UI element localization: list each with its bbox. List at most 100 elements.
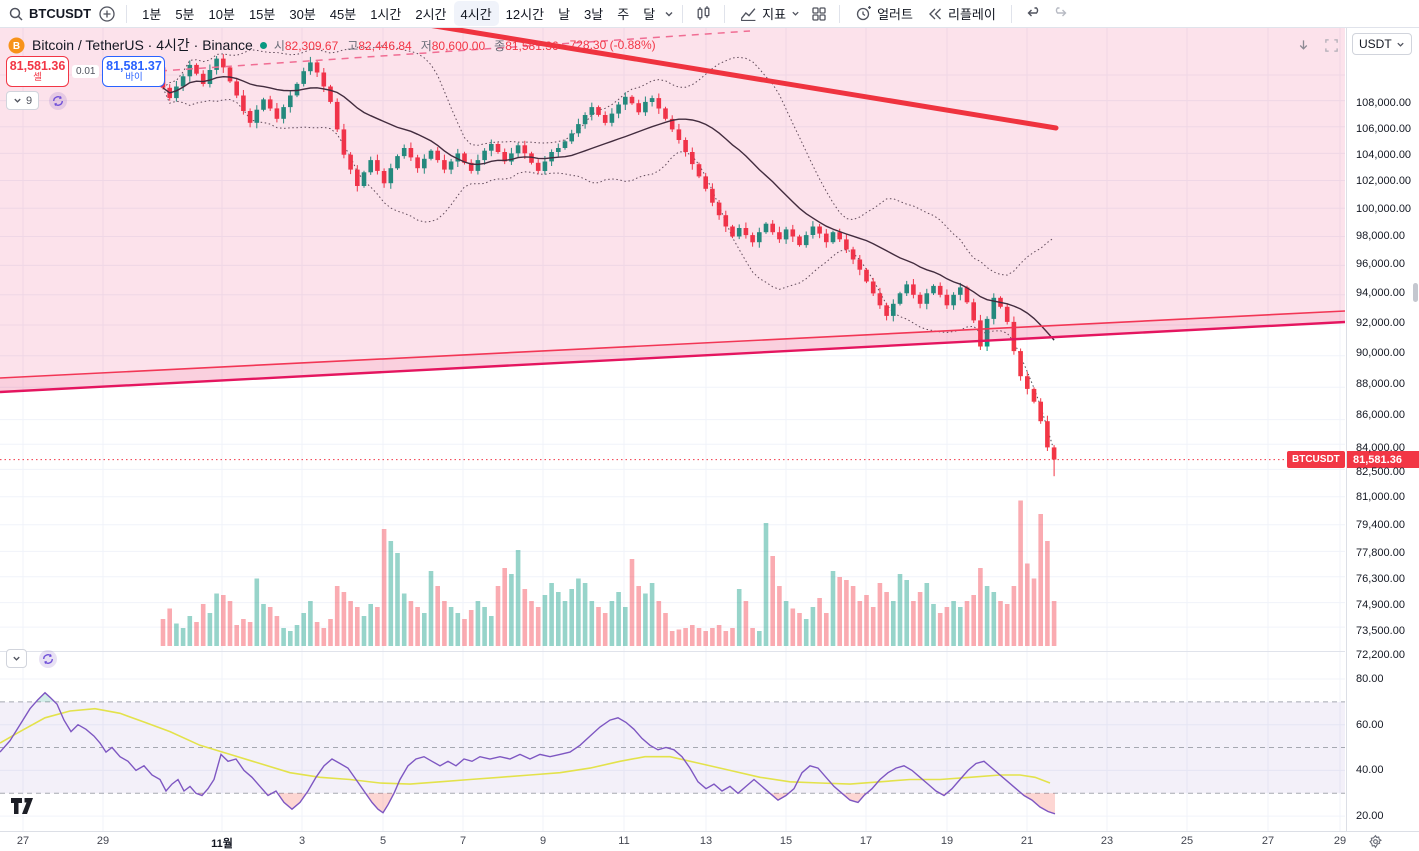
time-tick-label: 9	[539, 835, 547, 847]
time-tick-label: 11	[618, 835, 630, 847]
last-price-symbol-tag: BTCUSDT	[1287, 451, 1345, 469]
time-tick-label: 11월	[211, 838, 233, 850]
sync-icon[interactable]	[49, 91, 68, 110]
time-tick-label: 27	[16, 835, 30, 847]
chevron-down-icon	[1397, 42, 1404, 47]
bitcoin-logo-icon: B	[8, 37, 25, 54]
price-tick-label: 102,000.00	[1356, 175, 1412, 188]
last-price-badge: 81,581.36	[1347, 451, 1419, 469]
symbol-button[interactable]: BTCUSDT	[24, 3, 96, 24]
time-axis[interactable]: 27 29 11월 3 5 7 9 11 13 15 17 19 21 23 25 27 29	[0, 831, 1419, 851]
price-tick-label: 86,000.00	[1356, 409, 1405, 422]
interval-주[interactable]: 주	[610, 1, 636, 26]
price-tick-label: 94,000.00	[1356, 287, 1405, 300]
price-tick-label: 100,000.00	[1356, 202, 1412, 215]
add-symbol-icon[interactable]	[98, 5, 116, 23]
toolbar-divider	[839, 4, 841, 23]
trade-widget: 81,581.36 셀 0.01 81,581.37 바이	[6, 56, 166, 87]
replay-button[interactable]: 리플레이	[920, 1, 1003, 26]
time-tick-label: 3	[298, 835, 306, 847]
rsi-tick-label: 40.00	[1356, 764, 1384, 777]
main-pane-controls: 9	[6, 91, 68, 110]
interval-45분[interactable]: 45분	[323, 1, 363, 26]
redo-icon[interactable]	[1047, 3, 1074, 24]
buy-price: 81,581.37	[106, 58, 162, 73]
sell-label: 셀	[33, 72, 42, 84]
alert-label: 얼러트	[877, 7, 913, 22]
price-tick-label: 104,000.00	[1356, 148, 1412, 161]
symbol-header[interactable]: B Bitcoin / TetherUS · 4시간 · Binance 시82…	[8, 35, 656, 55]
price-tick-label: 73,500.00	[1356, 624, 1405, 637]
layout-grid-icon[interactable]	[807, 3, 831, 25]
interval-30분[interactable]: 30분	[282, 1, 322, 26]
chart-settings-gear-icon[interactable]	[1368, 834, 1383, 851]
interval-15분[interactable]: 15분	[242, 1, 282, 26]
chevron-down-icon	[13, 656, 20, 661]
interval-2시간[interactable]: 2시간	[408, 1, 453, 26]
price-scrollbar-thumb[interactable]	[1413, 283, 1418, 302]
interval-dropdown-chevron-icon[interactable]	[664, 9, 674, 19]
scroll-to-recent-icon[interactable]	[1292, 34, 1314, 56]
interval-달[interactable]: 달	[636, 1, 662, 26]
top-toolbar: BTCUSDT 1분 5분 10분 15분 30분 45분 1시간 2시간 4시간 12시간 날 3날…	[0, 0, 1419, 28]
time-tick-label: 27	[1261, 835, 1275, 847]
interval-3날[interactable]: 3날	[577, 1, 610, 26]
rsi-tick-label: 80.00	[1356, 673, 1384, 685]
corner-icons	[1292, 34, 1342, 56]
buy-button[interactable]: 81,581.37 바이	[102, 56, 166, 87]
symbol-title[interactable]: Bitcoin / TetherUS · 4시간 · Binance	[32, 37, 253, 53]
spread-value: 0.01	[72, 65, 100, 78]
replay-icon	[927, 6, 943, 22]
time-tick-label: 17	[859, 835, 873, 847]
price-tick-label: 88,000.00	[1356, 377, 1405, 390]
search-icon[interactable]	[8, 6, 24, 22]
collapse-indicators-button[interactable]: 9	[6, 91, 40, 110]
price-tick-label: 79,400.00	[1356, 518, 1405, 531]
ohlc-item: 저80,600.00	[420, 38, 486, 53]
ohlc-item: 시82,309.67	[273, 38, 339, 53]
ohlc-readout: 시82,309.67 고82,446.84 저80,600.00 종81,581.36	[274, 37, 559, 54]
interval-1분[interactable]: 1분	[135, 1, 168, 26]
toolbar-divider	[126, 4, 128, 23]
price-tick-label: 98,000.00	[1356, 230, 1405, 243]
time-tick-label: 25	[1180, 835, 1194, 847]
price-tick-label: 92,000.00	[1356, 316, 1405, 329]
replay-label: 리플레이	[947, 7, 996, 22]
price-tick-label: 108,000.00	[1356, 97, 1412, 110]
time-tick-label: 15	[779, 835, 793, 847]
buy-label: 바이	[125, 72, 143, 84]
interval-4시간[interactable]: 4시간	[453, 1, 499, 26]
price-change: -728.30 (-0.88%)	[565, 38, 656, 52]
rsi-tick-label: 60.00	[1356, 718, 1384, 731]
chart-style-candles-icon[interactable]	[691, 2, 716, 25]
time-tick-label: 13	[699, 835, 713, 847]
interval-12시간[interactable]: 12시간	[499, 1, 551, 26]
time-tick-label: 5	[379, 835, 387, 847]
ohlc-item: 종81,581.36	[494, 38, 559, 53]
interval-10분[interactable]: 10분	[202, 1, 242, 26]
currency-dropdown[interactable]: USDT	[1352, 33, 1412, 55]
price-tick-label: 81,000.00	[1356, 491, 1405, 504]
collapse-rsi-button[interactable]	[6, 649, 27, 668]
sell-price: 81,581.36	[9, 58, 66, 73]
time-tick-label: 23	[1100, 835, 1114, 847]
sell-button[interactable]: 81,581.36 셀	[6, 56, 69, 87]
interval-1시간[interactable]: 1시간	[363, 1, 408, 26]
undo-icon[interactable]	[1020, 3, 1047, 24]
toolbar-divider	[682, 4, 684, 23]
currency-label: USDT	[1359, 37, 1392, 51]
alert-button[interactable]: 얼러트	[848, 1, 920, 26]
price-tick-label: 77,800.00	[1356, 546, 1405, 559]
price-tick-label: 82,500.00	[1356, 466, 1405, 479]
interval-5분[interactable]: 5분	[168, 1, 201, 26]
interval-group: 1분 5분 10분 15분 30분 45분 1시간 2시간 4시간 12시간 날 3날 주 달	[135, 1, 662, 26]
sync-icon[interactable]	[39, 649, 57, 668]
fullscreen-icon[interactable]	[1320, 34, 1342, 56]
price-tick-label: 84,000.00	[1356, 441, 1405, 454]
price-axis[interactable]: USDT 81,581.36 108,000.00 106,000.00 104,0…	[1346, 28, 1419, 851]
price-tick-label: 106,000.00	[1356, 122, 1412, 135]
indicators-button[interactable]: 지표	[733, 1, 807, 26]
chart-canvas[interactable]	[0, 28, 1345, 851]
tradingview-logo	[10, 796, 40, 821]
interval-날[interactable]: 날	[551, 1, 577, 26]
